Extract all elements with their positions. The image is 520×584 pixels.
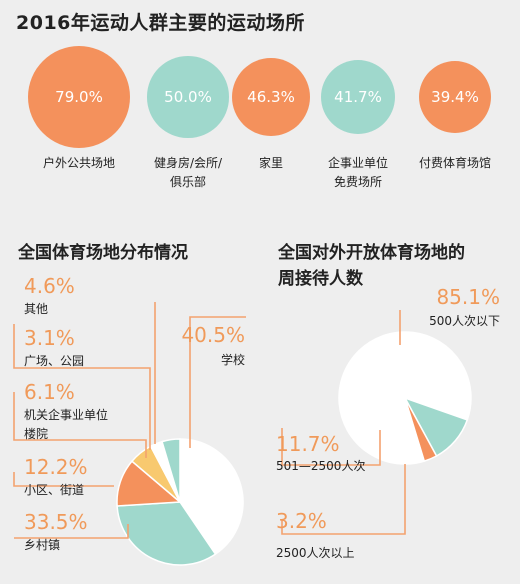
bubble-3 (320, 59, 396, 135)
pie1-label-1-0: 乡村镇 (24, 538, 61, 552)
pie1-label-0-0: 学校 (220, 353, 245, 367)
pie1-label-3-1: 楼院 (24, 427, 49, 441)
bubble-0 (28, 46, 130, 148)
bubble-label-1-1: 俱乐部 (169, 175, 206, 189)
pie2-slice-2 (404, 397, 438, 463)
pie2-leader-high (281, 464, 406, 535)
pie1-leader-org (13, 392, 147, 458)
bubble-value-2: 46.3% (247, 88, 295, 106)
pie1-leader-school (189, 316, 246, 448)
pie2-label-2-0: 2500人次以上 (276, 546, 355, 560)
pie1-slice-1 (116, 501, 217, 566)
pie2-label-1-0: 501—2500人次 (276, 459, 366, 473)
bubble-label-1-0: 健身房/会所/ (153, 156, 223, 170)
bubble-value-1: 50.0% (164, 88, 212, 106)
pie1-slice-0 (179, 438, 244, 556)
pie2-value-1: 11.7% (276, 432, 340, 456)
bubble-value-4: 39.4% (431, 88, 479, 106)
bubble-label-4-0: 付费体育场馆 (418, 156, 491, 170)
pie1-value-1: 33.5% (24, 510, 88, 534)
pie1-value-2: 12.2% (24, 455, 88, 479)
pie2-value-2: 3.2% (276, 509, 327, 533)
bubble-chart-title: 2016年运动人群主要的运动场所 (16, 12, 305, 34)
bubble-label-3-0: 企事业单位 (327, 156, 388, 170)
pie2-value-0: 85.1% (436, 285, 500, 309)
bubble-value-3: 41.7% (334, 88, 382, 106)
distribution-chart-title: 全国体育场地分布情况 (18, 243, 188, 263)
pie1-label-5-0: 其他 (24, 302, 49, 316)
bubble-value-0: 79.0% (55, 88, 103, 106)
pie1-label-2-0: 小区、街道 (24, 483, 85, 497)
bubble-2 (231, 57, 311, 137)
pie1-leader-rural (14, 524, 129, 539)
pie1-value-0: 40.5% (181, 323, 245, 347)
pie1-value-4: 3.1% (24, 326, 75, 350)
pie1-value-5: 4.6% (24, 274, 75, 298)
pie1-label-3-0: 机关企事业单位 (24, 408, 109, 422)
visitors-chart-title-line1: 全国对外开放体育场地的 (278, 243, 465, 263)
pie1-value-3: 6.1% (24, 380, 75, 404)
pie2-label-0-0: 500人次以下 (429, 314, 500, 328)
pie1-slice-5 (161, 438, 181, 503)
visitors-chart-title-line2: 周接待人数 (278, 269, 363, 289)
bubble-4 (418, 60, 491, 133)
bubble-label-0-0: 户外公共场地 (42, 156, 115, 170)
bubble-label-3-1: 免费场所 (333, 175, 382, 189)
pie2-leader-mid (281, 428, 381, 466)
bubble-1 (147, 56, 229, 138)
pie1-label-4-0: 广场、公园 (24, 354, 85, 368)
pie1-leader-community (13, 472, 114, 487)
bubble-label-2-0: 家里 (258, 156, 283, 170)
pie1-leader-square (13, 324, 151, 450)
